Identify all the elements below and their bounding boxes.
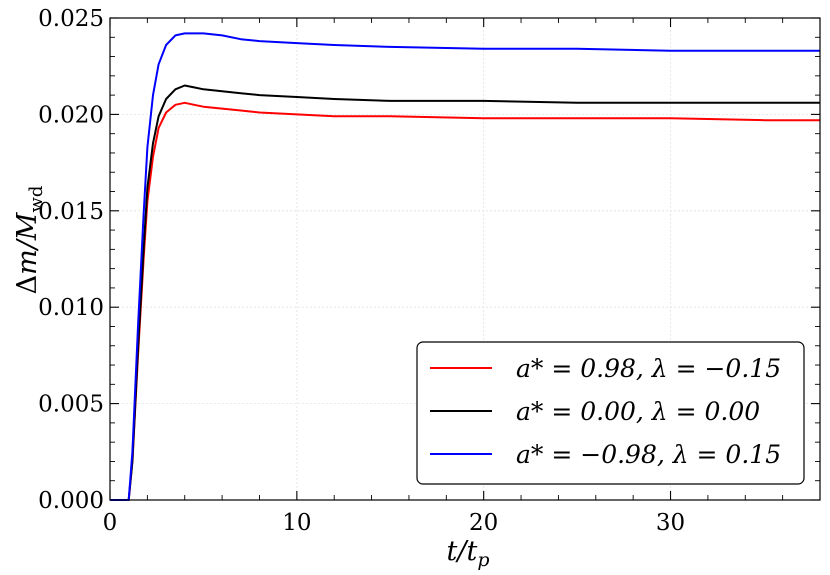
plot-frame [109,17,821,501]
x-tick-label: 10 [282,510,311,536]
y-tick-label: 0.015 [38,199,104,225]
y-tick-label: 0.020 [38,102,104,128]
series-line-3 [110,32,820,501]
ticks: 0 10 20 30 0.000 0.005 0.010 0.015 0.020 0.025 [38,6,820,536]
legend: a* = 0.98, λ = −0.15 a* = 0.00, λ = 0.00 a… [416,341,805,485]
y-axis-label: Δm/Mwd [12,186,47,295]
legend-label-2: a* = 0.00, λ = 0.00 [516,397,760,426]
series-layer [110,32,820,501]
legend-label-1: a* = 0.98, λ = −0.15 [516,354,781,383]
x-tick-label: 0 [103,510,118,536]
y-tick-label: 0.010 [38,295,104,321]
y-tick-label: 0.000 [38,488,104,514]
y-tick-label: 0.005 [38,392,104,418]
x-tick-label: 20 [469,510,498,536]
y-tick-label: 0.025 [38,6,104,32]
legend-label-3: a* = −0.98, λ = 0.15 [516,440,781,469]
x-tick-label: 30 [656,510,685,536]
legend-box [416,341,805,485]
x-axis-label: t/tp [447,536,490,571]
series-line-2 [110,84,820,501]
